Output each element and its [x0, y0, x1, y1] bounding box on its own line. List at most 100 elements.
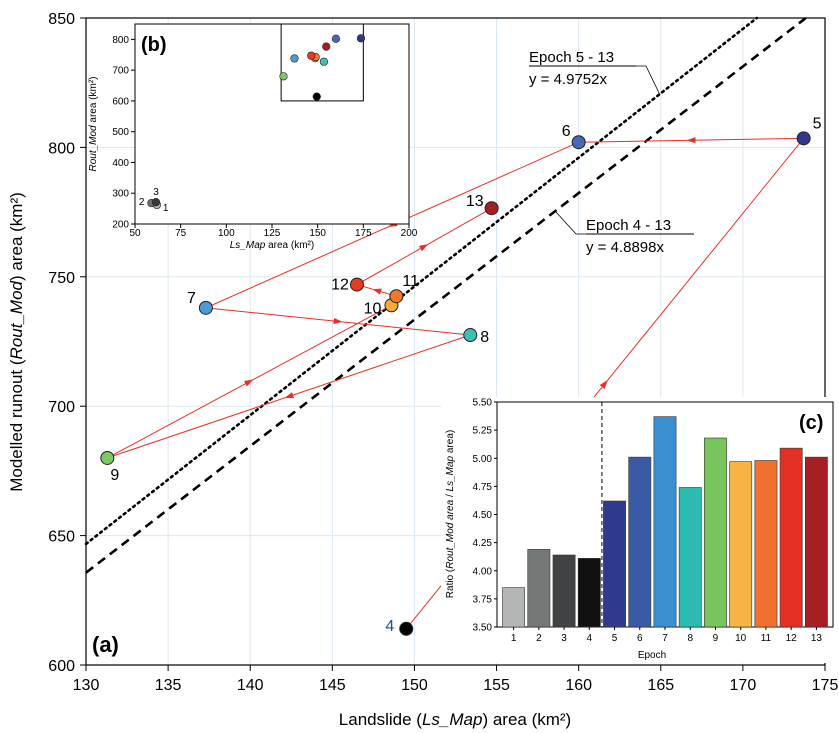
epoch-label-6: 6	[562, 123, 571, 140]
y-tick-label: 700	[48, 399, 75, 416]
inset-point-label-3: 3	[153, 187, 159, 198]
bar-y-axis-label: Ratio (Rout_Mod area / Ls_Map area)	[445, 430, 456, 598]
epoch-label-10: 10	[364, 300, 382, 317]
bar-y-tick-label: 3.75	[473, 594, 493, 605]
epoch-label-9: 9	[110, 467, 119, 484]
inset-point-13	[322, 42, 331, 51]
epoch-label-11: 11	[402, 273, 419, 290]
bar-x-axis-label: Epoch	[638, 650, 666, 661]
bar-x-tick-label: 6	[637, 633, 643, 644]
inset-x-tick-label: 200	[401, 228, 418, 239]
fit-line-dotted	[84, 16, 759, 546]
overview-inset-panel: 1 23 50 75 100 125 150 175 200 200 300 400 500 600 70…	[88, 23, 418, 251]
bar-y-tick-label: 4.25	[473, 538, 493, 549]
ratio-bar-epoch-12	[779, 447, 803, 628]
inset-y-axis-label: Rout_Mod area (km²)	[88, 76, 99, 171]
inset-zoom-box	[280, 23, 364, 102]
inset-x-tick-label: 125	[264, 228, 281, 239]
epoch-point-8	[463, 328, 478, 343]
x-tick-label: 175	[812, 677, 839, 694]
epoch-label-13: 13	[466, 193, 484, 210]
bar-x-tick-label: 13	[811, 633, 823, 644]
inset-point-7	[290, 54, 299, 63]
trajectory-segment	[578, 137, 804, 143]
ratio-bar-epoch-5	[603, 500, 626, 628]
inset-background	[135, 24, 409, 224]
epoch-point-11	[389, 289, 404, 304]
ratio-bar-panel: 1 2 3 4 5 6 7 8 9 10 11 12 133.503.754.004.254.504.7…	[441, 397, 834, 663]
fit-label-leader	[636, 65, 661, 96]
main-axis-ticks: 130 135 140 145 150 155 160 165 170 1756006507007…	[48, 11, 838, 694]
inset-point-4	[312, 92, 321, 101]
fit-label-leader	[555, 211, 586, 235]
ratio-bar-epoch-11	[754, 460, 778, 628]
bar-x-tick-label: 5	[612, 633, 618, 644]
panel-label-b: (b)	[141, 34, 167, 56]
main-plot-frame	[85, 17, 826, 666]
y-tick-label: 750	[48, 270, 75, 287]
inset-y-tick-label: 600	[112, 96, 129, 107]
inset-y-tick-label: 800	[112, 35, 129, 46]
bar-x-tick-label: 11	[761, 633, 772, 644]
panel-label-c: (c)	[799, 412, 823, 434]
fit-annotations: Epoch 5 - 13 y = 4.9752x Epoch 4 - 13 y …	[529, 49, 694, 256]
ratio-bar-epoch-8	[678, 487, 702, 628]
x-tick-label: 140	[237, 677, 264, 694]
inset-zoom-rect	[280, 23, 364, 102]
ratio-bar-epoch-3	[552, 554, 576, 628]
inset-point-6	[331, 34, 341, 43]
epoch-point-7	[198, 300, 213, 315]
ratio-bar-epoch-13	[804, 456, 828, 628]
ratio-bar-epoch-4	[577, 558, 601, 628]
epoch-label-5: 5	[813, 115, 822, 132]
inset-point-12	[307, 51, 316, 60]
ratio-bar-epoch-1	[502, 587, 526, 628]
bar-x-tick-label: 12	[786, 633, 798, 644]
bar-x-tick-label: 2	[536, 633, 542, 644]
main-y-axis-label: Modelled runout (Rout_Mod) area (km²)	[7, 192, 26, 492]
bar-x-tick-label: 1	[511, 633, 517, 644]
epoch-point-12	[349, 277, 364, 292]
x-tick-label: 135	[155, 677, 182, 694]
inset-y-tick-label: 200	[112, 220, 129, 231]
inset-axis-ticks: 50 75 100 125 150 175 200 200 300 400 500 600 700 800	[112, 35, 417, 239]
panel-label-a: (a)	[92, 632, 119, 657]
ratio-bars	[502, 416, 828, 628]
bar-y-tick-label: 5.00	[473, 454, 493, 465]
inset-point-9	[279, 72, 288, 81]
fit-lines	[84, 16, 807, 574]
inset-y-tick-label: 400	[112, 158, 129, 169]
epoch-point-4	[399, 621, 414, 636]
inset-x-tick-label: 150	[309, 228, 326, 239]
bar-x-tick-label: 8	[687, 633, 693, 644]
epoch-label-12: 12	[331, 277, 349, 294]
main-x-axis-label: Landslide (Ls_Map) area (km²)	[339, 710, 571, 729]
bar-y-tick-label: 3.50	[473, 623, 493, 634]
y-tick-label: 800	[48, 140, 75, 157]
inset-y-tick-label: 300	[112, 189, 129, 200]
bar-y-tick-label: 5.50	[473, 398, 493, 409]
inset-x-tick-label: 50	[129, 228, 141, 239]
epoch-point-9	[100, 450, 115, 465]
y-tick-label: 600	[48, 658, 75, 675]
fit-label-epoch-4-13: Epoch 4 - 13	[586, 217, 671, 234]
fit-equation-epoch-4-13: y = 4.8898x	[586, 239, 664, 256]
inset-point-5	[356, 34, 366, 43]
epoch-point-13	[484, 201, 499, 216]
bar-x-tick-label: 9	[713, 633, 719, 644]
ratio-bar-epoch-9	[704, 437, 727, 628]
bar-y-tick-label: 4.00	[473, 566, 493, 577]
x-tick-label: 165	[647, 677, 674, 694]
bar-y-tick-label: 4.50	[473, 510, 493, 521]
fit-equation-epoch-5-13: y = 4.9752x	[529, 71, 607, 88]
ratio-bar-epoch-6	[628, 456, 652, 628]
epoch-label-7: 7	[187, 290, 196, 307]
bar-x-tick-label: 4	[587, 633, 593, 644]
y-tick-label: 650	[48, 529, 75, 546]
bar-y-tick-label: 4.75	[473, 482, 493, 493]
inset-y-tick-label: 500	[112, 127, 129, 138]
bar-x-tick-label: 10	[735, 633, 747, 644]
x-tick-label: 170	[730, 677, 757, 694]
